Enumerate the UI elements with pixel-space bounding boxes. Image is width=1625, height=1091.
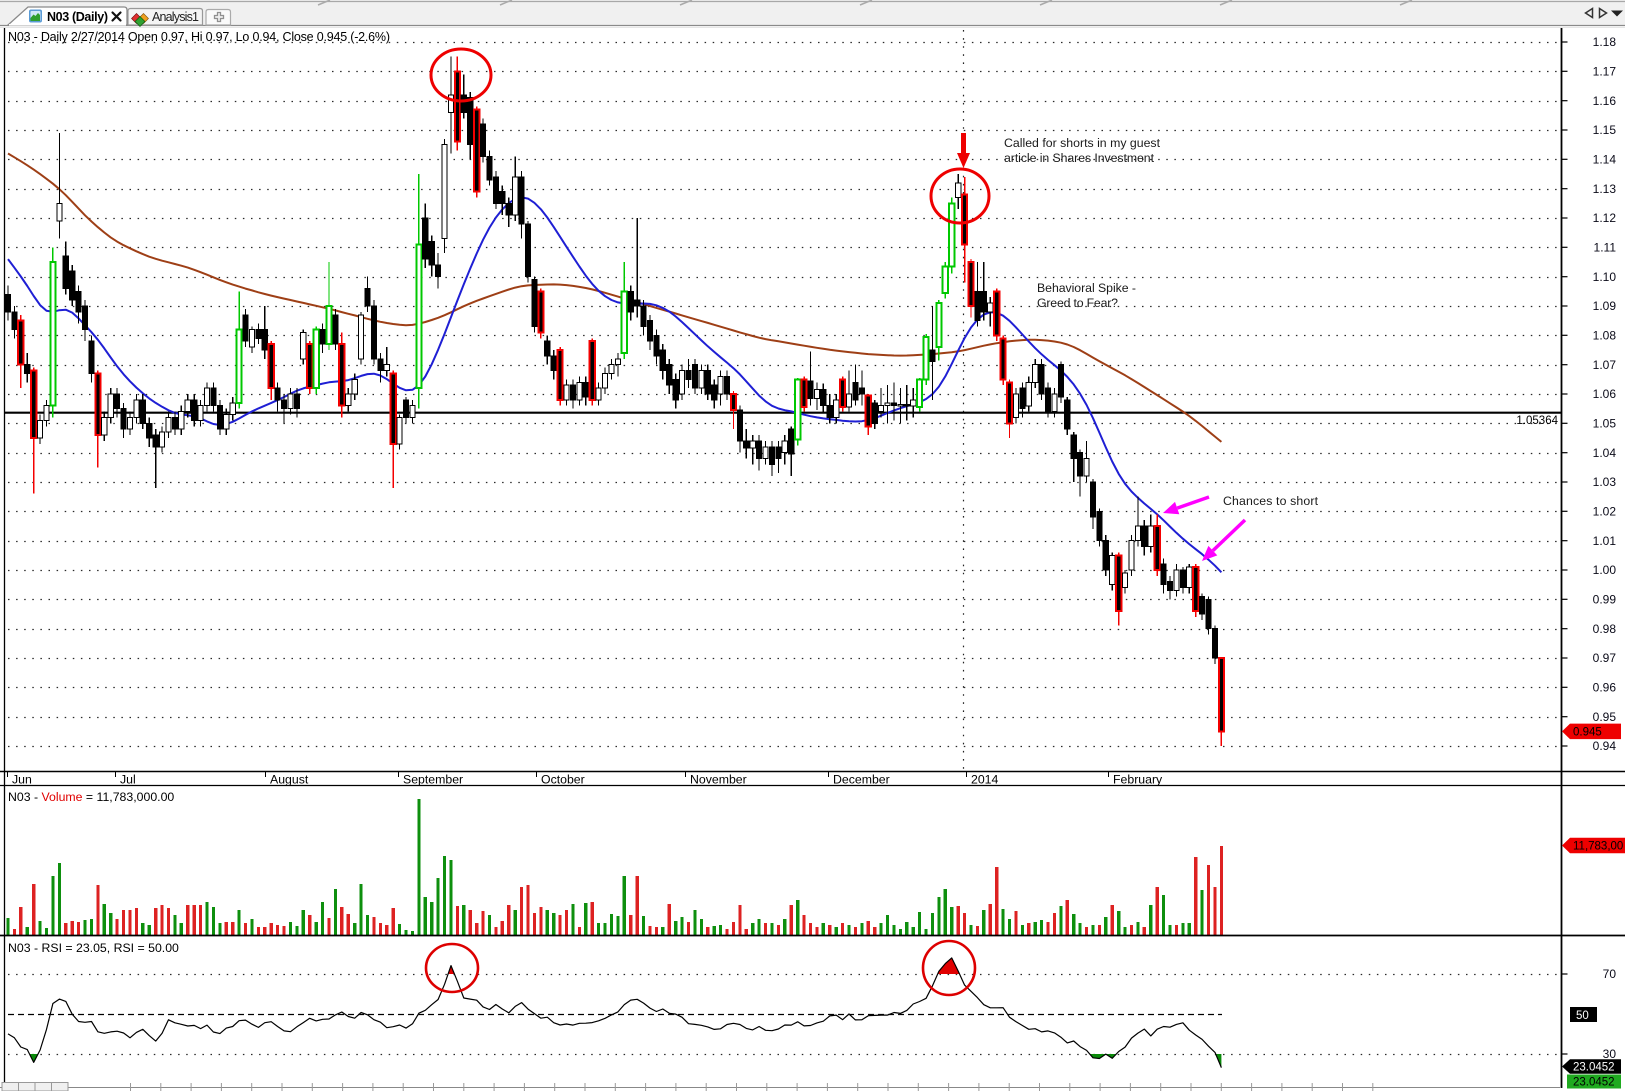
- svg-text:N03 - Volume = 11,783,000.00: N03 - Volume = 11,783,000.00: [8, 790, 174, 804]
- svg-text:0.94: 0.94: [1593, 739, 1617, 753]
- svg-text:1.18: 1.18: [1593, 35, 1617, 49]
- svg-text:Chances to short: Chances to short: [1223, 494, 1319, 508]
- svg-text:1.02: 1.02: [1593, 505, 1617, 519]
- svg-text:December: December: [833, 773, 890, 787]
- svg-text:1.05: 1.05: [1593, 417, 1617, 431]
- svg-text:23.0452: 23.0452: [1573, 1062, 1615, 1074]
- svg-text:50: 50: [1576, 1010, 1589, 1022]
- svg-text:October: October: [541, 773, 585, 787]
- svg-text:1.13: 1.13: [1593, 182, 1617, 196]
- svg-text:1.14: 1.14: [1593, 153, 1617, 167]
- svg-text:2014: 2014: [971, 773, 999, 787]
- svg-text:1.05364: 1.05364: [1516, 415, 1558, 427]
- svg-text:N03 - RSI = 23.05, RSI = 50.00: N03 - RSI = 23.05, RSI = 50.00: [8, 941, 179, 955]
- svg-text:Jul: Jul: [120, 773, 136, 787]
- svg-text:1.07: 1.07: [1593, 358, 1617, 372]
- svg-text:1.09: 1.09: [1593, 299, 1617, 313]
- svg-text:0.95: 0.95: [1593, 710, 1617, 724]
- svg-text:September: September: [403, 773, 463, 787]
- svg-text:1.10: 1.10: [1593, 270, 1617, 284]
- svg-text:1.01: 1.01: [1593, 534, 1617, 548]
- svg-text:1.12: 1.12: [1593, 211, 1617, 225]
- svg-text:Called for shorts in my guest: Called for shorts in my guest: [1004, 136, 1161, 150]
- svg-text:1.17: 1.17: [1593, 65, 1617, 79]
- svg-text:November: November: [690, 773, 747, 787]
- svg-text:article in Shares Investment: article in Shares Investment: [1004, 151, 1155, 165]
- svg-text:0.98: 0.98: [1593, 622, 1617, 636]
- svg-text:0.945: 0.945: [1573, 727, 1602, 739]
- svg-text:23.0452: 23.0452: [1573, 1077, 1615, 1089]
- svg-text:30: 30: [1603, 1047, 1617, 1061]
- svg-text:70: 70: [1603, 967, 1617, 981]
- svg-text:11,783,00: 11,783,00: [1573, 841, 1623, 853]
- svg-text:1.03: 1.03: [1593, 475, 1617, 489]
- svg-text:Greed to Fear?: Greed to Fear?: [1037, 296, 1118, 310]
- svg-text:Jun: Jun: [12, 773, 32, 787]
- svg-text:February: February: [1113, 773, 1163, 787]
- svg-text:N03 (Daily): N03 (Daily): [47, 10, 108, 24]
- svg-text:0.97: 0.97: [1593, 651, 1617, 665]
- svg-text:0.96: 0.96: [1593, 681, 1617, 695]
- svg-text:Analysis1: Analysis1: [152, 10, 199, 24]
- svg-text:1.06: 1.06: [1593, 387, 1617, 401]
- svg-text:1.11: 1.11: [1594, 241, 1617, 255]
- svg-text:1.00: 1.00: [1593, 563, 1617, 577]
- svg-text:August: August: [270, 773, 309, 787]
- svg-text:Behavioral Spike -: Behavioral Spike -: [1037, 281, 1136, 295]
- svg-text:0.99: 0.99: [1593, 593, 1617, 607]
- svg-text:N03 - Daily 2/27/2014 Open 0.9: N03 - Daily 2/27/2014 Open 0.97, Hi 0.97…: [8, 30, 390, 44]
- svg-text:1.16: 1.16: [1593, 94, 1617, 108]
- svg-text:1.08: 1.08: [1593, 329, 1617, 343]
- svg-text:1.15: 1.15: [1593, 123, 1617, 137]
- svg-text:1.04: 1.04: [1593, 446, 1617, 460]
